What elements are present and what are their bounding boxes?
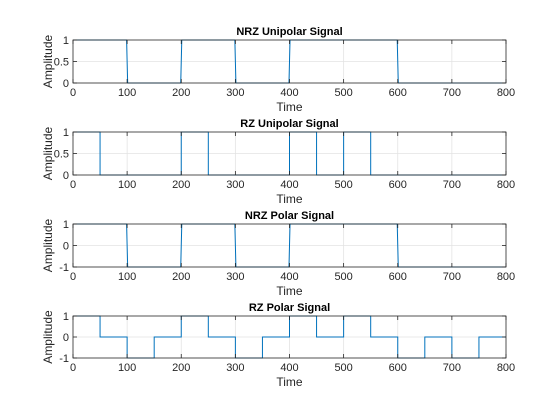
x-tick-label: 400 xyxy=(280,179,298,191)
y-tick-label: 0.5 xyxy=(54,57,69,69)
y-tick-label: 1 xyxy=(63,311,69,323)
x-tick-label: 800 xyxy=(497,271,515,283)
y-tick-label: 0 xyxy=(63,170,69,182)
y-axis-label: Amplitude xyxy=(41,310,55,364)
x-tick-label: 400 xyxy=(280,362,298,374)
x-tick-label: 100 xyxy=(118,87,136,99)
x-tick-label: 0 xyxy=(70,179,76,191)
x-tick-label: 500 xyxy=(334,271,352,283)
x-tick-label: 100 xyxy=(118,271,136,283)
x-tick-label: 300 xyxy=(226,179,244,191)
x-tick-label: 200 xyxy=(172,362,190,374)
x-tick-label: 200 xyxy=(172,179,190,191)
x-tick-label: 400 xyxy=(280,271,298,283)
y-axis-label: Amplitude xyxy=(41,219,55,273)
x-axis-label: Time xyxy=(276,375,303,389)
x-tick-label: 500 xyxy=(334,362,352,374)
x-tick-label: 100 xyxy=(118,179,136,191)
x-tick-label: 0 xyxy=(70,87,76,99)
chart-title: RZ Polar Signal xyxy=(249,302,330,314)
x-tick-label: 400 xyxy=(280,87,298,99)
x-axis-label: Time xyxy=(276,284,303,298)
x-axis-label: Time xyxy=(276,192,303,206)
y-tick-label: 0.5 xyxy=(54,149,69,161)
x-tick-label: 700 xyxy=(443,362,461,374)
x-tick-label: 800 xyxy=(497,362,515,374)
y-tick-label: -1 xyxy=(59,262,69,274)
x-tick-label: 700 xyxy=(443,271,461,283)
y-tick-label: -1 xyxy=(59,353,69,365)
x-tick-label: 500 xyxy=(334,87,352,99)
x-tick-label: 800 xyxy=(497,179,515,191)
x-tick-label: 0 xyxy=(70,362,76,374)
x-tick-label: 200 xyxy=(172,271,190,283)
x-tick-label: 500 xyxy=(334,179,352,191)
x-axis-label: Time xyxy=(276,100,303,114)
y-tick-label: 0 xyxy=(63,78,69,90)
x-tick-label: 700 xyxy=(443,179,461,191)
y-tick-label: 1 xyxy=(63,127,69,139)
x-tick-label: 600 xyxy=(389,179,407,191)
y-axis-label: Amplitude xyxy=(41,127,55,181)
x-tick-label: 200 xyxy=(172,87,190,99)
x-tick-label: 300 xyxy=(226,271,244,283)
y-tick-label: 1 xyxy=(63,35,69,47)
chart-title: NRZ Unipolar Signal xyxy=(236,26,342,38)
x-tick-label: 700 xyxy=(443,87,461,99)
x-tick-label: 600 xyxy=(389,362,407,374)
x-tick-label: 600 xyxy=(389,87,407,99)
y-axis-label: Amplitude xyxy=(41,35,55,89)
chart-title: NRZ Polar Signal xyxy=(245,210,334,222)
x-tick-label: 600 xyxy=(389,271,407,283)
x-tick-label: 300 xyxy=(226,87,244,99)
x-tick-label: 800 xyxy=(497,87,515,99)
x-tick-label: 300 xyxy=(226,362,244,374)
x-tick-label: 100 xyxy=(118,362,136,374)
y-tick-label: 1 xyxy=(63,219,69,231)
y-tick-label: 0 xyxy=(63,332,69,344)
y-tick-label: 0 xyxy=(63,241,69,253)
chart-title: RZ Unipolar Signal xyxy=(240,118,338,130)
x-tick-label: 0 xyxy=(70,271,76,283)
